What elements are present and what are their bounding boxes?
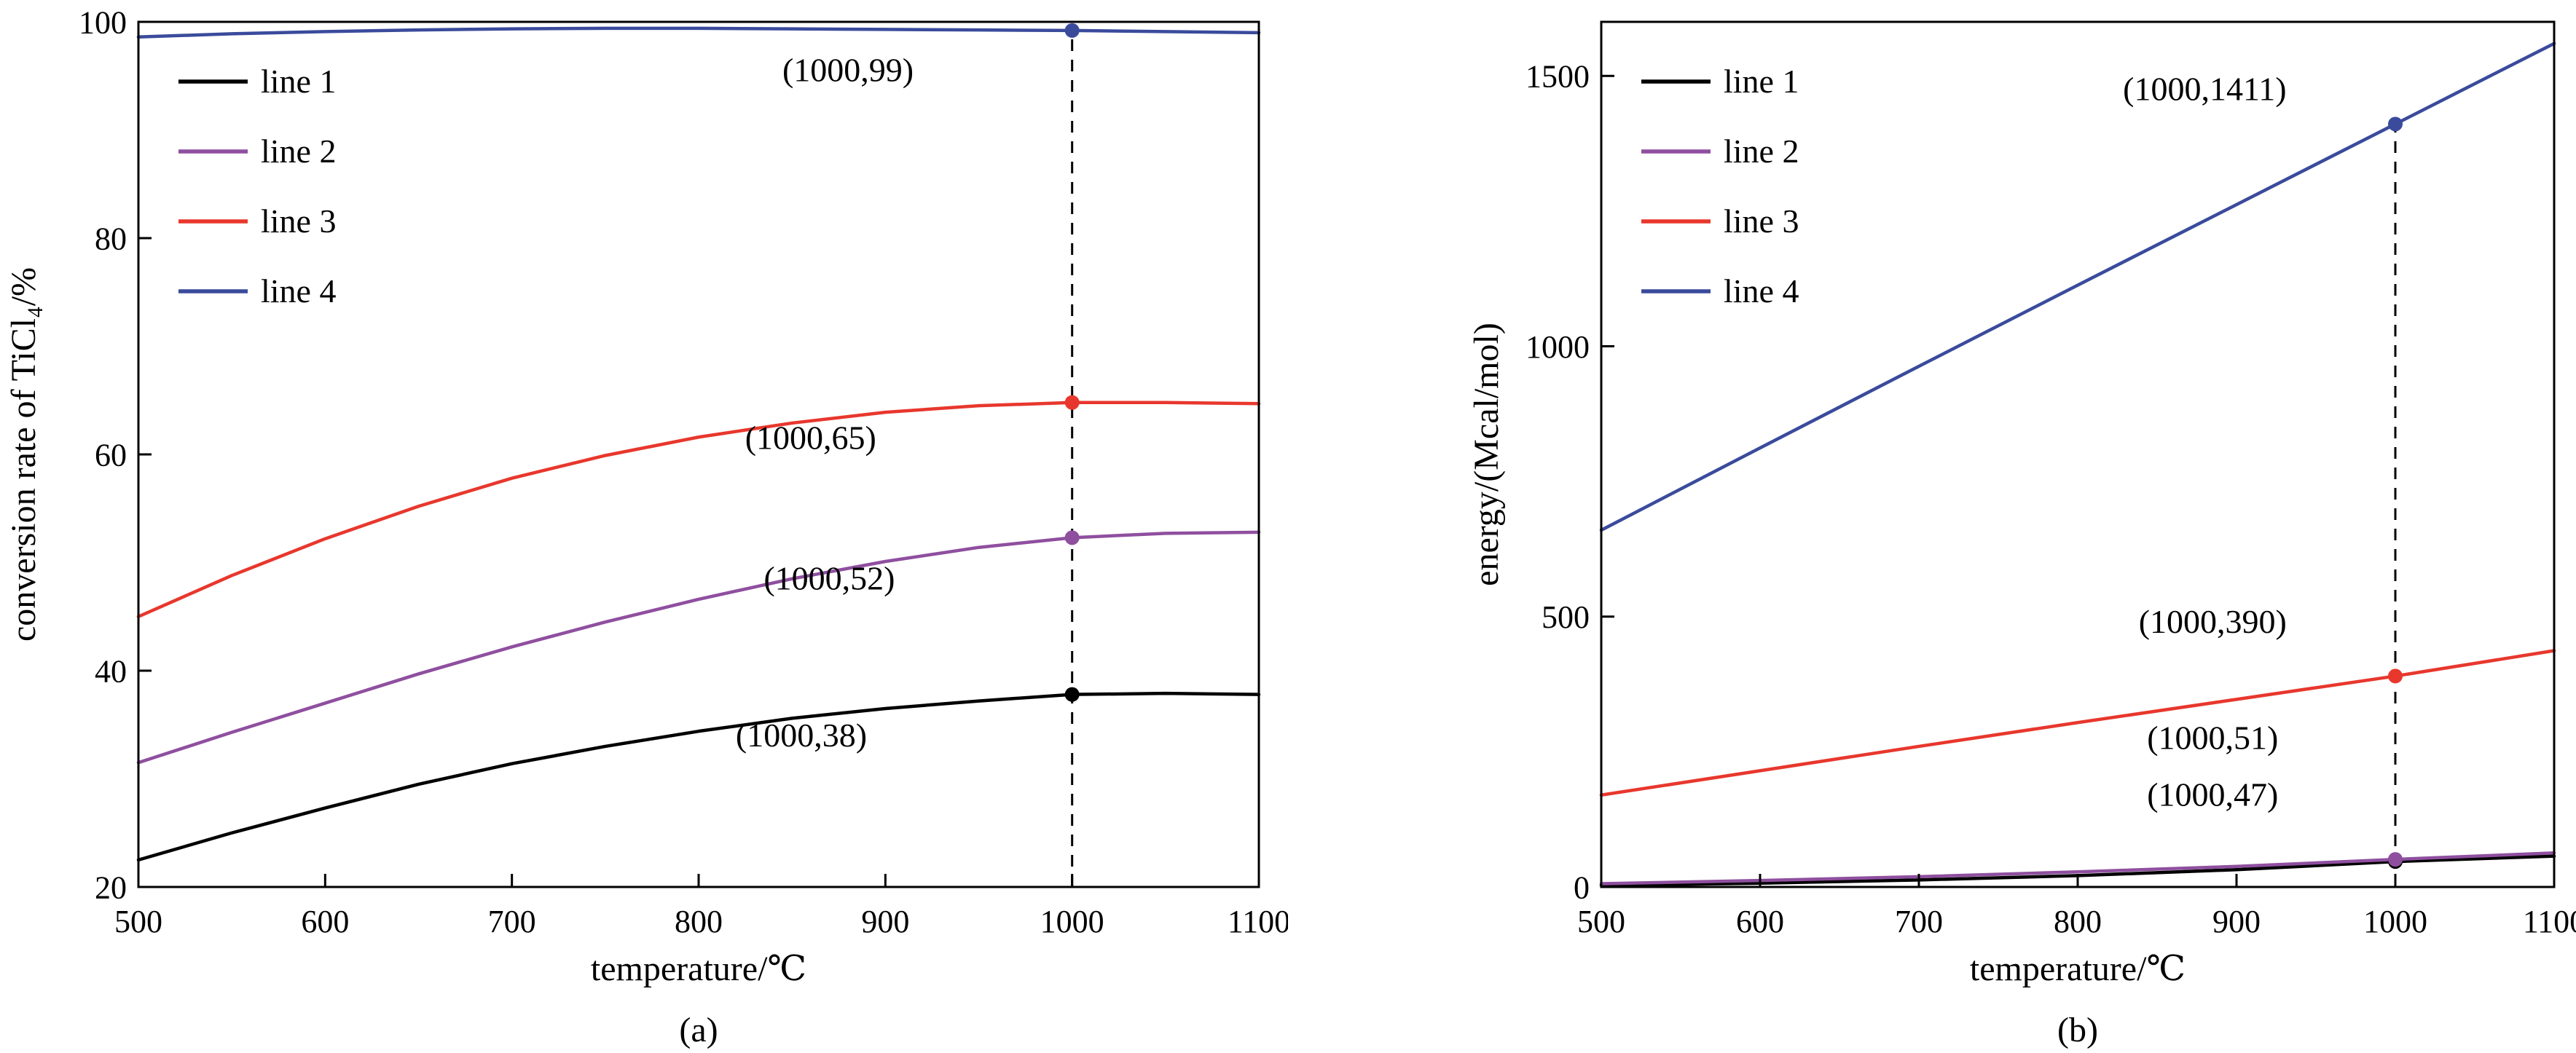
marker-dot-4 bbox=[1064, 23, 1080, 38]
x-axis-tick-label: 600 bbox=[301, 904, 349, 939]
series-curve-3 bbox=[1599, 649, 2556, 797]
series-curve-2 bbox=[136, 530, 1261, 765]
x-axis-tick-label: 800 bbox=[2054, 904, 2102, 939]
point-annotation-3: (1000,51) bbox=[2147, 719, 2278, 757]
legend-label-3: line 3 bbox=[1724, 202, 1799, 240]
series-curve-4 bbox=[136, 26, 1261, 39]
x-axis-tick-label: 800 bbox=[675, 904, 723, 939]
series-curve-1 bbox=[136, 691, 1261, 862]
x-axis-tick-label: 1100 bbox=[1228, 904, 1288, 939]
legend-label-1: line 1 bbox=[261, 63, 336, 100]
x-axis-tick-label: 1000 bbox=[2363, 904, 2427, 939]
x-axis-title: temperature/℃ bbox=[591, 950, 806, 988]
y-axis-tick-label: 0 bbox=[1574, 869, 1590, 905]
point-annotation-1: (1000,99) bbox=[782, 52, 914, 89]
y-axis-tick-label: 500 bbox=[1542, 599, 1590, 635]
x-axis-tick-label: 500 bbox=[114, 904, 162, 939]
marker-dot-3 bbox=[1064, 395, 1080, 410]
y-axis-tick-label: 40 bbox=[95, 653, 127, 689]
chart-svg-a: 500 600 700 800 900 1000 1100 20 40 60 80 100 temper… bbox=[4, 4, 1288, 1049]
point-annotation-1: (1000,1411) bbox=[2123, 71, 2286, 108]
point-annotation-4: (1000,47) bbox=[2147, 776, 2278, 813]
y-axis-tick-label: 1500 bbox=[1525, 59, 1590, 95]
x-axis-tick-label: 1000 bbox=[1040, 904, 1104, 939]
legend-label-2: line 2 bbox=[261, 133, 336, 170]
y-axis-title: energy/(Mcal/mol) bbox=[1467, 323, 1506, 586]
chart-panel-b: 50060070080090010001100050010001500tempe… bbox=[1288, 0, 2576, 1053]
x-axis-title: temperature/℃ bbox=[1970, 950, 2186, 988]
panel-label: (b) bbox=[2057, 1011, 2098, 1049]
x-axis-tick-label: 500 bbox=[1577, 904, 1625, 939]
x-axis-tick-label: 900 bbox=[861, 904, 909, 939]
marker-dot-2 bbox=[1064, 530, 1080, 545]
y-axis-tick-label: 20 bbox=[95, 869, 127, 905]
chart-svg-b: 50060070080090010001100050010001500tempe… bbox=[1467, 20, 2576, 1049]
x-axis-tick-label: 900 bbox=[2212, 904, 2261, 939]
chart-panel-a: 500 600 700 800 900 1000 1100 20 40 60 80 100 temper… bbox=[4, 4, 1288, 1049]
y-axis-tick-label: 60 bbox=[95, 437, 127, 473]
point-annotation-4: (1000,38) bbox=[736, 717, 867, 754]
x-axis-tick-label: 1100 bbox=[2523, 904, 2576, 939]
x-axis-tick-label: 600 bbox=[1736, 904, 1784, 939]
legend-label-4: line 4 bbox=[261, 272, 336, 309]
marker-dot-2 bbox=[2388, 852, 2403, 867]
y-axis-tick-label: 100 bbox=[79, 4, 127, 40]
point-annotation-2: (1000,390) bbox=[2139, 603, 2287, 640]
legend-label-1: line 1 bbox=[1724, 63, 1799, 100]
marker-dot-3 bbox=[2388, 669, 2403, 684]
y-axis-tick-label: 80 bbox=[95, 221, 127, 256]
point-annotation-3: (1000,52) bbox=[763, 560, 895, 597]
legend-label-4: line 4 bbox=[1724, 272, 1799, 309]
x-axis-tick-label: 700 bbox=[488, 904, 536, 939]
marker-dot-1 bbox=[1064, 687, 1080, 702]
panel-label: (a) bbox=[679, 1011, 718, 1049]
series-curve-3 bbox=[136, 401, 1261, 618]
legend-label-3: line 3 bbox=[261, 202, 336, 240]
y-axis-title: conversion rate of TiCl₄/% bbox=[4, 267, 43, 642]
point-annotation-2: (1000,65) bbox=[745, 419, 876, 457]
x-axis-tick-label: 700 bbox=[1895, 904, 1943, 939]
legend-label-2: line 2 bbox=[1724, 133, 1799, 170]
y-axis-tick-label: 1000 bbox=[1525, 329, 1590, 365]
marker-dot-4 bbox=[2388, 117, 2403, 132]
